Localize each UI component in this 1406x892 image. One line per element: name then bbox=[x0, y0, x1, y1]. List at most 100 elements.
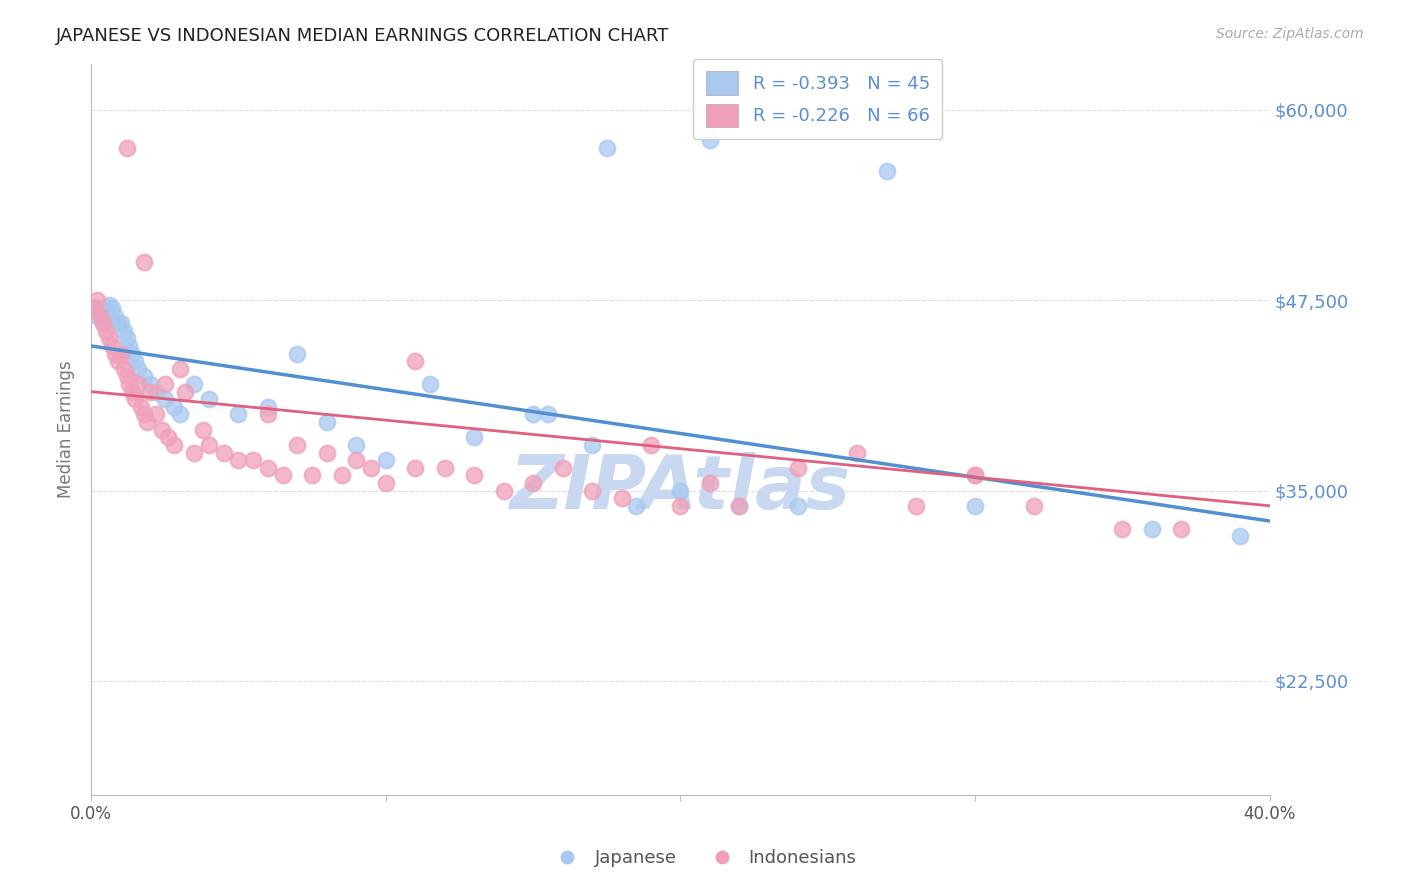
Point bbox=[537, 408, 560, 422]
Point bbox=[134, 369, 156, 384]
Point bbox=[242, 453, 264, 467]
Point bbox=[100, 339, 122, 353]
Point bbox=[669, 499, 692, 513]
Point bbox=[257, 400, 280, 414]
Point bbox=[965, 468, 987, 483]
Point bbox=[787, 499, 810, 513]
Point bbox=[522, 408, 544, 422]
Point bbox=[330, 468, 353, 483]
Point bbox=[121, 384, 143, 399]
Point bbox=[404, 460, 426, 475]
Point bbox=[169, 408, 191, 422]
Point bbox=[626, 499, 648, 513]
Point bbox=[287, 346, 309, 360]
Point bbox=[965, 468, 987, 483]
Point bbox=[344, 453, 367, 467]
Point bbox=[134, 408, 156, 422]
Point bbox=[89, 309, 111, 323]
Point bbox=[433, 460, 456, 475]
Point bbox=[419, 377, 441, 392]
Point bbox=[112, 361, 135, 376]
Point bbox=[965, 499, 987, 513]
Point bbox=[83, 301, 105, 315]
Point bbox=[728, 499, 751, 513]
Point bbox=[174, 384, 197, 399]
Point bbox=[669, 483, 692, 498]
Point bbox=[699, 475, 721, 490]
Point bbox=[551, 460, 574, 475]
Point bbox=[198, 438, 221, 452]
Point bbox=[150, 423, 173, 437]
Point bbox=[610, 491, 633, 506]
Point bbox=[124, 354, 146, 368]
Point bbox=[112, 324, 135, 338]
Point bbox=[97, 298, 120, 312]
Point bbox=[100, 301, 122, 315]
Point bbox=[640, 438, 662, 452]
Point bbox=[129, 400, 152, 414]
Point bbox=[728, 499, 751, 513]
Point bbox=[115, 369, 138, 384]
Point bbox=[596, 141, 619, 155]
Point bbox=[228, 408, 250, 422]
Point bbox=[581, 483, 603, 498]
Point bbox=[163, 438, 186, 452]
Point bbox=[344, 438, 367, 452]
Point bbox=[492, 483, 515, 498]
Point bbox=[104, 309, 127, 323]
Y-axis label: Median Earnings: Median Earnings bbox=[58, 361, 75, 499]
Point bbox=[139, 384, 162, 399]
Point bbox=[156, 430, 179, 444]
Point bbox=[463, 468, 485, 483]
Point bbox=[107, 316, 129, 330]
Point bbox=[522, 475, 544, 490]
Point bbox=[94, 324, 117, 338]
Point bbox=[153, 392, 176, 407]
Point bbox=[301, 468, 323, 483]
Point bbox=[183, 445, 205, 459]
Point bbox=[86, 309, 108, 323]
Point bbox=[191, 423, 214, 437]
Point bbox=[110, 346, 132, 360]
Point bbox=[127, 377, 149, 392]
Point bbox=[83, 301, 105, 315]
Text: Source: ZipAtlas.com: Source: ZipAtlas.com bbox=[1216, 27, 1364, 41]
Point bbox=[153, 377, 176, 392]
Point bbox=[787, 460, 810, 475]
Point bbox=[136, 415, 159, 429]
Text: JAPANESE VS INDONESIAN MEDIAN EARNINGS CORRELATION CHART: JAPANESE VS INDONESIAN MEDIAN EARNINGS C… bbox=[56, 27, 669, 45]
Point bbox=[1022, 499, 1045, 513]
Point bbox=[124, 392, 146, 407]
Point bbox=[228, 453, 250, 467]
Legend: Japanese, Indonesians: Japanese, Indonesians bbox=[543, 842, 863, 874]
Point bbox=[97, 331, 120, 345]
Point bbox=[91, 316, 114, 330]
Point bbox=[183, 377, 205, 392]
Point bbox=[404, 354, 426, 368]
Point bbox=[94, 304, 117, 318]
Point bbox=[86, 293, 108, 308]
Point bbox=[257, 460, 280, 475]
Point bbox=[145, 408, 167, 422]
Point bbox=[1170, 522, 1192, 536]
Point bbox=[374, 453, 396, 467]
Point bbox=[115, 331, 138, 345]
Point bbox=[905, 499, 928, 513]
Point bbox=[463, 430, 485, 444]
Point bbox=[1229, 529, 1251, 543]
Point bbox=[127, 361, 149, 376]
Text: ZIPAtlas: ZIPAtlas bbox=[510, 451, 851, 524]
Point bbox=[118, 377, 141, 392]
Point bbox=[89, 301, 111, 315]
Point bbox=[699, 133, 721, 147]
Point bbox=[118, 339, 141, 353]
Point bbox=[115, 141, 138, 155]
Point bbox=[91, 316, 114, 330]
Point bbox=[198, 392, 221, 407]
Point bbox=[271, 468, 294, 483]
Point bbox=[163, 400, 186, 414]
Point bbox=[846, 445, 869, 459]
Point bbox=[315, 415, 337, 429]
Point bbox=[134, 255, 156, 269]
Point bbox=[169, 361, 191, 376]
